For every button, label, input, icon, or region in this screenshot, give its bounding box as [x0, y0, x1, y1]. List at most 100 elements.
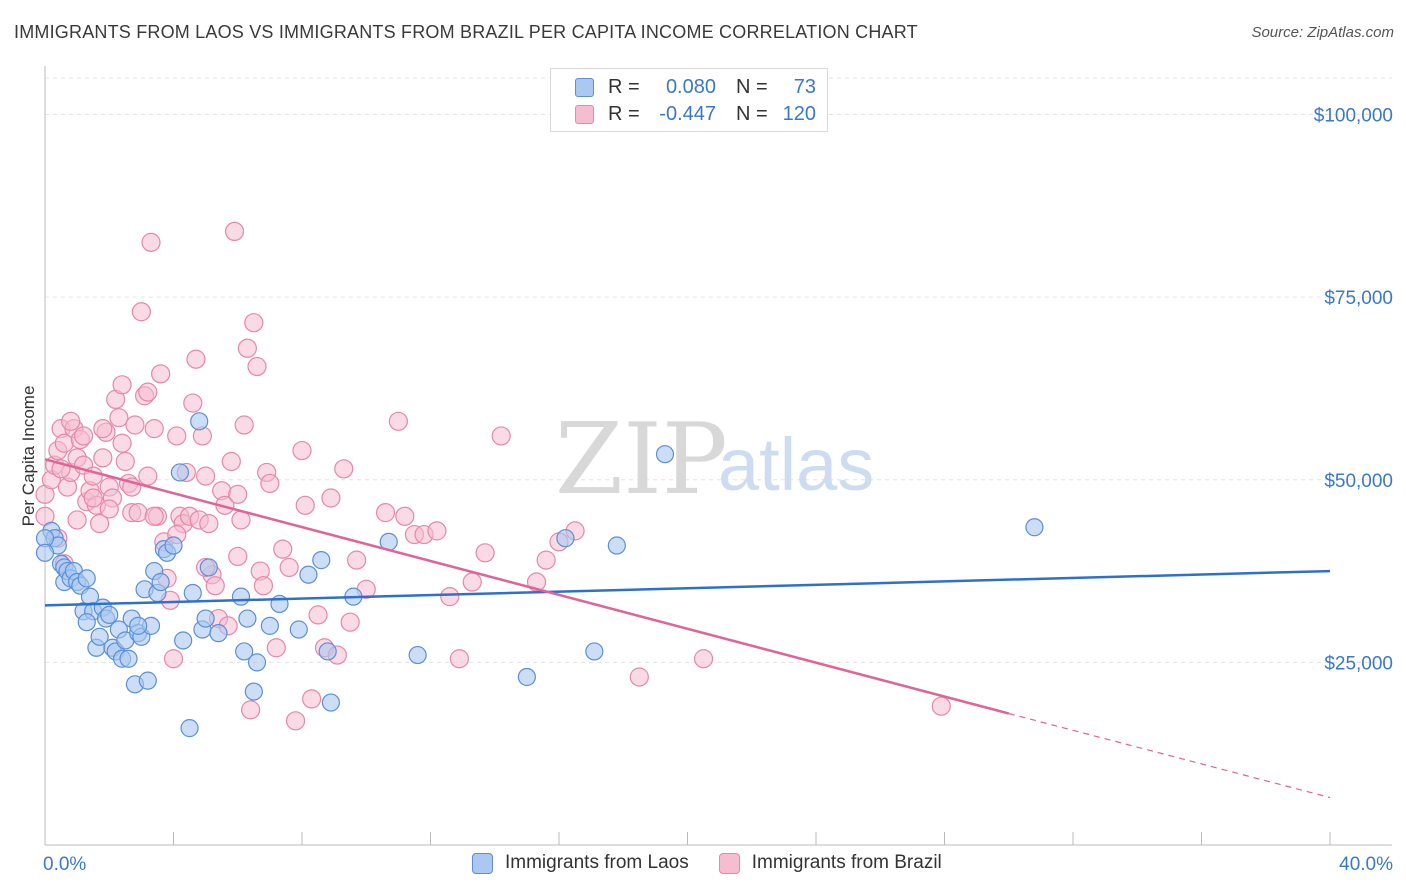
legend-r-value: -0.447 [659, 102, 716, 125]
brazil-point [61, 411, 81, 431]
y-tick-label: $25,000 [1324, 653, 1393, 674]
laos-point [100, 605, 119, 625]
legend-r-value: 0.080 [665, 75, 716, 98]
series-legend: Immigrants from Laos Immigrants from Bra… [472, 852, 972, 874]
legend-row-laos: R = 0.080 N = 73 [575, 76, 816, 98]
brazil-point [308, 605, 328, 625]
brazil-point [285, 711, 306, 731]
legend-swatch-laos [575, 77, 594, 97]
series-legend-laos[interactable]: Immigrants from Laos [472, 852, 689, 874]
brazil-point [536, 550, 556, 570]
brazil-point [115, 451, 135, 472]
brazil-point [693, 649, 714, 669]
laos-point [138, 671, 157, 690]
brazil-point [167, 426, 187, 446]
y-axis-label: Per Capita Income [19, 386, 38, 527]
laos-point [151, 572, 170, 592]
brazil-point [462, 572, 482, 592]
laos-point [238, 609, 257, 628]
brazil-point [151, 364, 171, 384]
laos-point [585, 642, 604, 661]
correlation-legend: R = 0.080 N = 73 R = -0.447 N = 120 [550, 68, 828, 132]
y-tick-label: $75,000 [1324, 288, 1393, 309]
brazil-point [228, 484, 248, 504]
brazil-point [138, 466, 158, 486]
brazil-point [295, 495, 315, 515]
brazil-point [144, 506, 164, 526]
brazil-point [347, 550, 367, 570]
series-swatch-brazil [718, 852, 740, 874]
brazil-point [228, 546, 248, 567]
x-tick-label: 0.0% [43, 854, 86, 875]
tick-labels: $25,000 $50,000 $75,000 $100,000 0.0% 40.0% [43, 106, 1393, 875]
brazil-point [629, 667, 649, 687]
laos-point [129, 616, 148, 635]
laos-point [299, 565, 318, 584]
laos-point [209, 624, 228, 643]
x-tick-label: 40.0% [1339, 854, 1393, 875]
brazil-point [237, 338, 257, 358]
watermark: ZIP atlas [555, 403, 874, 517]
laos-point [196, 609, 215, 628]
brazil-point [112, 375, 132, 395]
laos-point [312, 551, 331, 570]
laos-point [183, 583, 202, 603]
laos-point [244, 682, 263, 701]
laos-point [190, 412, 209, 431]
brazil-trend-line [44, 458, 1010, 715]
brazil-point [234, 415, 254, 435]
brazil-point [340, 612, 360, 632]
legend-n-value: 120 [782, 102, 816, 125]
brazil-point [491, 426, 511, 446]
y-tick-label: $100,000 [1314, 106, 1393, 127]
laos-point [1025, 518, 1044, 537]
laos-point [318, 642, 337, 661]
axes [44, 66, 1392, 846]
brazil-point [266, 638, 286, 658]
legend-swatch-brazil [575, 104, 594, 124]
laos-point [174, 631, 193, 650]
brazil-point [388, 411, 408, 431]
brazil-point [144, 419, 164, 439]
series-legend-brazil[interactable]: Immigrants from Brazil [718, 852, 942, 874]
brazil-point [334, 459, 354, 479]
brazil-point [125, 415, 145, 435]
laos-point [408, 645, 427, 665]
brazil-point [205, 576, 225, 596]
laos-point [321, 693, 341, 712]
brazil-point [83, 488, 103, 508]
laos-point [235, 642, 254, 661]
chart-title: IMMIGRANTS FROM LAOS VS IMMIGRANTS FROM … [14, 22, 918, 42]
brazil-point [141, 232, 161, 252]
laos-point [260, 616, 279, 635]
brazil-point [109, 408, 129, 428]
laos-point [77, 569, 96, 588]
laos-point [289, 620, 308, 639]
brazil-point [73, 426, 94, 446]
brazil-point [67, 510, 87, 530]
trend-lines [44, 458, 1331, 799]
brazil-point [186, 349, 206, 369]
legend-r-label: R = [608, 75, 640, 98]
brazil-point [112, 433, 132, 453]
brazil-point [475, 543, 495, 563]
brazil-point [163, 649, 184, 669]
brazil-point [427, 521, 447, 541]
brazil-point [93, 419, 113, 439]
brazil-point [449, 649, 470, 669]
brazil-point [247, 356, 267, 377]
brazil-point [199, 513, 219, 534]
brazil-point [395, 506, 415, 526]
brazil-point [253, 576, 274, 596]
laos-point [77, 613, 96, 632]
laos-point [517, 667, 536, 687]
laos-point [199, 558, 218, 577]
laos-trend-line [44, 569, 1331, 607]
legend-r-label: R = [608, 102, 640, 125]
brazil-point [224, 221, 245, 241]
brazil-point [128, 503, 148, 523]
brazil-point [196, 466, 216, 486]
brazil-point [90, 513, 110, 534]
series-swatch-laos [472, 852, 493, 874]
